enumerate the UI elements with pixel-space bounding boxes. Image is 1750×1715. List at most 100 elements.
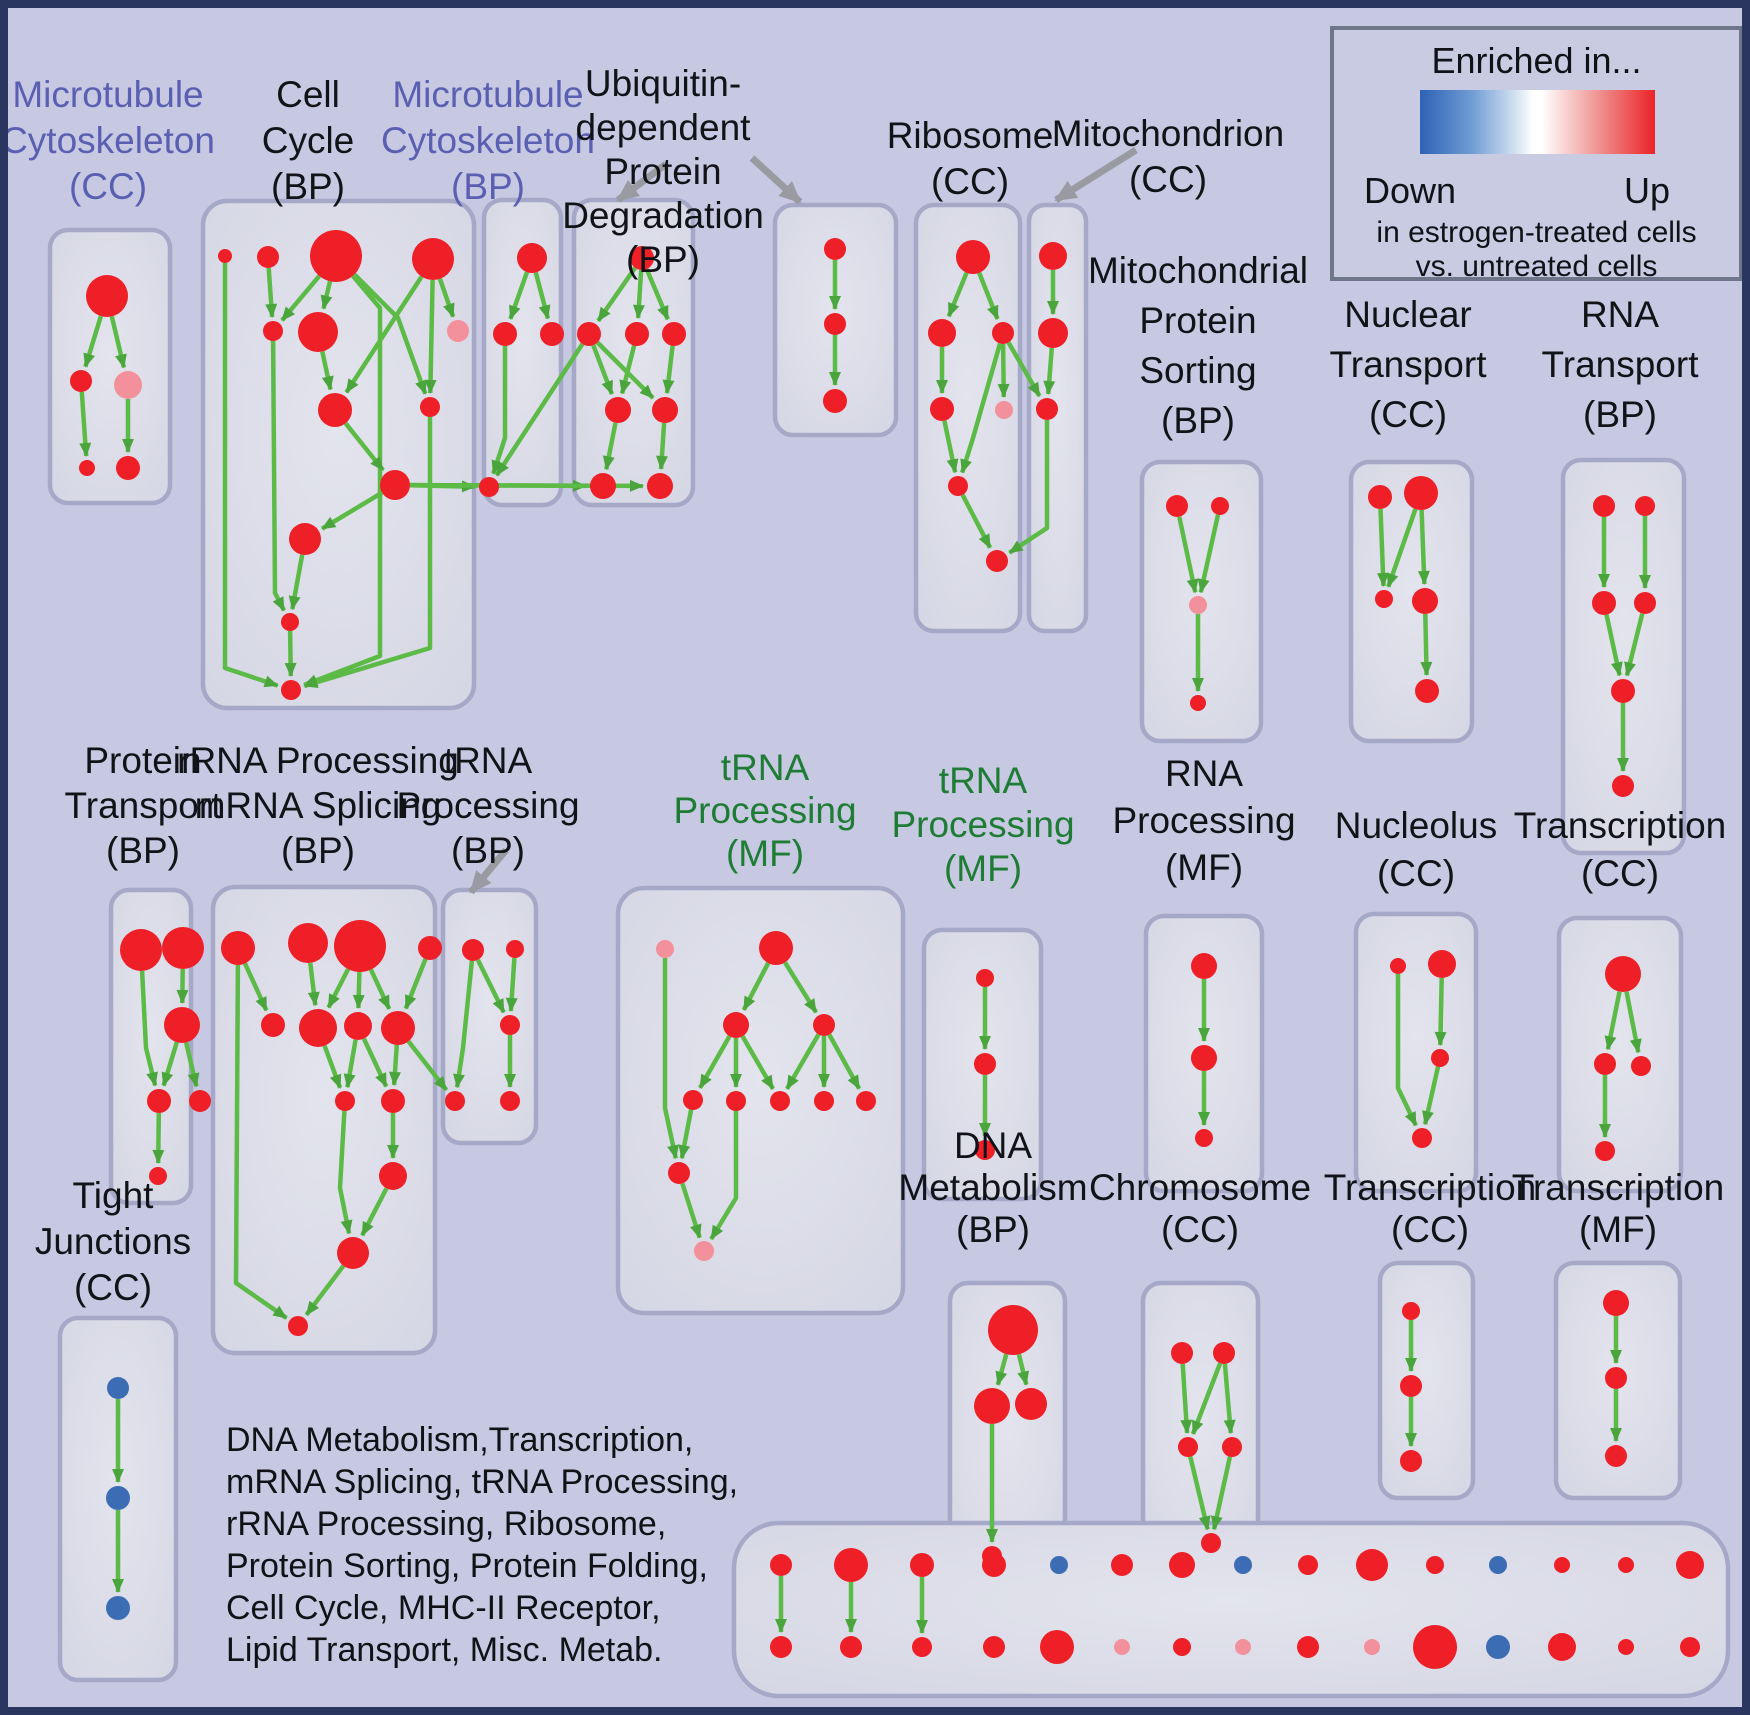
go-term-node-red [840,1636,862,1658]
group-label-mt-bp: (BP) [451,166,525,207]
edge [344,275,424,394]
group-label-nucleolus: Nucleolus [1335,805,1497,846]
edge [1417,509,1430,585]
go-term-node-red [1594,1053,1616,1075]
go-term-node-red [723,1012,749,1038]
go-term-node-red [1548,1633,1576,1661]
go-term-node-red [257,246,279,268]
group-box-mt-bp [481,197,564,508]
go-term-node-red [814,1091,834,1111]
go-term-node-red [500,1091,520,1111]
edge [595,340,655,400]
go-term-node-red [910,1553,934,1577]
go-term-node-red [956,240,990,274]
go-term-node-red [281,613,299,631]
go-term-node-red [289,523,321,555]
group-box-mt-cc [47,227,173,506]
go-term-node-red [1211,497,1229,515]
edge [320,280,333,310]
edge [1420,613,1433,676]
go-term-node-red [683,1090,703,1110]
go-term-node-red [988,1305,1038,1355]
edge [698,1035,732,1090]
go-term-node-red [221,931,255,965]
edge [343,421,385,472]
edge [320,490,384,531]
go-term-node-red [517,243,547,273]
edge [139,970,158,1087]
group-label-ubq: (BP) [626,239,700,280]
legend-down-label: Down [1364,170,1457,211]
go-term-node-red [1635,496,1655,516]
group-label-ubq: Protein [604,151,721,192]
misc-text-line: DNA Metabolism,Transcription, [226,1421,694,1459]
go-term-node-red [1166,495,1188,517]
go-term-node-red [506,940,524,958]
go-term-node-red [281,680,301,700]
go-term-node-red [759,931,793,965]
group-label-mt-cc: (CC) [69,166,147,207]
go-term-node-red [1213,1342,1235,1364]
group-label-rna-proc: Processing [1112,800,1295,841]
go-term-node-red [86,275,128,317]
group-label-trna-mf1: tRNA [721,747,810,788]
go-term-node-red [288,923,328,963]
label-pointer-arrow [468,847,509,895]
edge [233,964,288,1320]
edge [709,1111,739,1241]
go-term-node-blue [107,1377,129,1399]
go-term-node-red [1618,1639,1634,1655]
group-label-mt-cc: Cytoskeleton [8,120,215,161]
edge [1190,1362,1223,1435]
edge [343,1039,358,1089]
go-term-node-red [856,1091,876,1111]
go-term-node-red [1605,1367,1627,1389]
edge [1210,1456,1233,1531]
go-term-node-red [1595,1141,1615,1161]
go-term-node-red [420,397,440,417]
go-term-node-red [164,1007,200,1043]
go-term-node-pink [1189,596,1207,614]
edge [304,1264,346,1317]
group-label-tight-junctions: Tight [73,1175,155,1216]
group-box-misc [731,1520,1731,1699]
go-term-node-red [974,1388,1010,1424]
group-label-protein-transport: Transport [65,785,223,826]
go-term-node-pink [656,940,674,958]
go-term-node-red [983,1636,1005,1658]
go-term-node-blue [1050,1556,1068,1574]
edge [475,958,506,1014]
edge [1604,614,1623,677]
edge [680,1182,702,1239]
go-term-node-red [1611,679,1635,703]
go-term-node-red [462,939,484,961]
edge [265,267,278,318]
go-term-node-red [662,322,686,346]
edge [424,279,437,394]
group-label-trna-bp: Processing [396,785,579,826]
go-term-node-red [479,477,499,497]
go-term-node-red [1390,958,1406,974]
edge [619,345,637,395]
go-term-node-red [1169,1552,1195,1578]
legend-note-line1: in estrogen-treated cells [1376,216,1697,249]
go-term-node-red [1412,1128,1432,1148]
group-label-protein-transport: (BP) [106,830,180,871]
edge [1395,974,1418,1127]
misc-text-line: rRNA Processing, Ribosome, [226,1505,667,1543]
group-box-nucleolus [1353,911,1479,1194]
misc-cluster-text: DNA Metabolism,Transcription, mRNA Splici… [226,1419,738,1671]
go-term-node-red [1426,1556,1444,1574]
edge [662,958,679,1160]
group-label-mt-bp: Microtubule [392,74,583,115]
group-label-chromosome: Chromosome [1089,1167,1311,1208]
go-term-node-red [412,238,454,280]
group-label-transcription-mf: (MF) [1579,1209,1657,1250]
edge [494,342,585,477]
go-term-node-pink [114,371,142,399]
go-term-node-red [318,393,352,427]
go-term-node-blue [106,1486,130,1510]
go-term-node-red [1201,1533,1221,1553]
go-term-node-red [770,1091,790,1111]
edge [1434,977,1447,1046]
